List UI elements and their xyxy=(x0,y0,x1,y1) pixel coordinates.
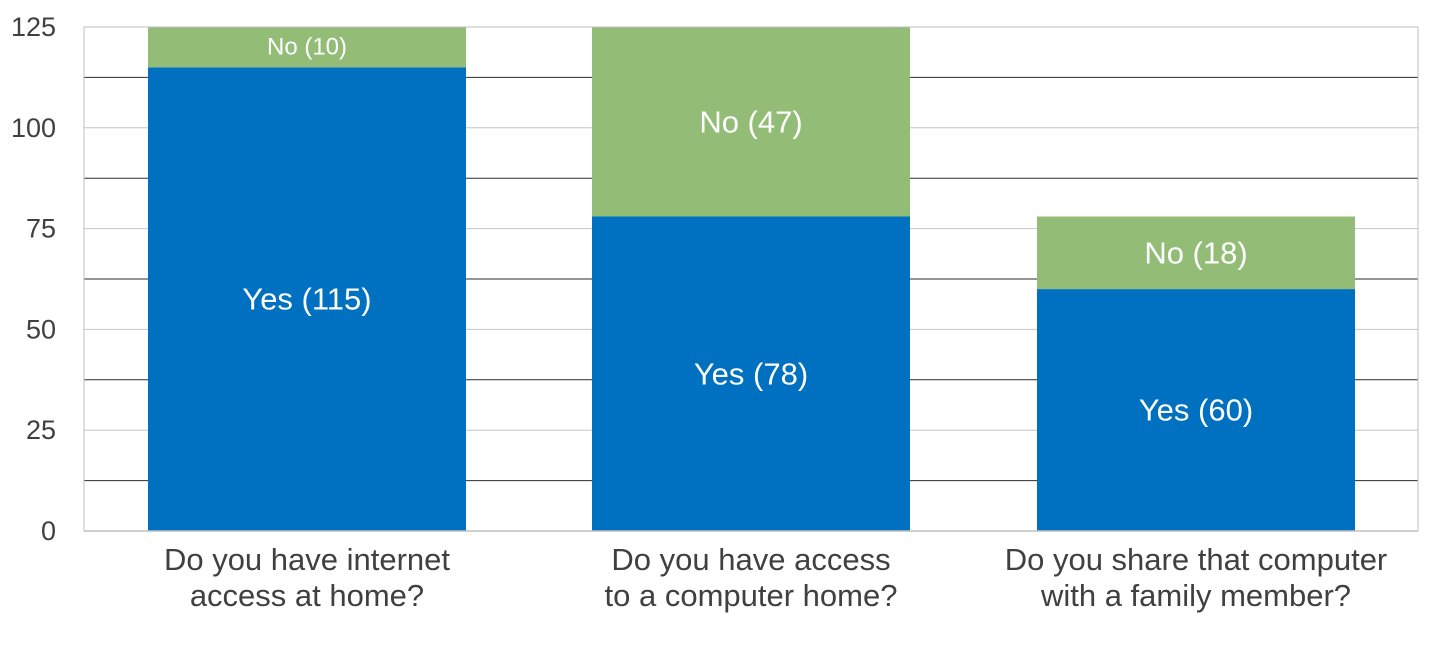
x-category-label: Do you share that computer with a family … xyxy=(1005,542,1388,613)
data-label-yes: Yes (78) xyxy=(694,356,808,391)
data-label-no: No (18) xyxy=(1144,235,1247,270)
bar-segment-yes xyxy=(592,216,910,531)
bar-segment-yes xyxy=(148,67,466,531)
y-tick-label: 0 xyxy=(41,516,56,546)
data-label-yes: Yes (115) xyxy=(242,282,371,317)
data-label-yes: Yes (60) xyxy=(1139,393,1253,428)
x-category-label: Do you have access to a computer home? xyxy=(605,542,898,613)
bars: Yes (115) No (10) Yes (78) No (47) Yes (60) N… xyxy=(148,27,1355,531)
y-tick-label: 125 xyxy=(11,12,56,42)
x-category-label: Do you have internet access at home? xyxy=(164,542,450,613)
y-tick-label: 100 xyxy=(11,113,56,143)
bar-segment-yes xyxy=(1037,289,1355,531)
bar-segment-no xyxy=(1037,216,1355,290)
bar-segment-no xyxy=(148,27,466,68)
y-axis-ticks: 0 25 50 75 100 125 xyxy=(11,12,56,546)
plot-frame xyxy=(83,26,1419,532)
y-tick-label: 75 xyxy=(26,214,56,244)
x-axis-categories: Do you have internet access at home? Do yo… xyxy=(164,542,1387,613)
bar-segment-no xyxy=(592,27,910,217)
data-label-no: No (47) xyxy=(699,104,802,139)
y-tick-label: 50 xyxy=(26,314,56,344)
y-tick-label: 25 xyxy=(26,415,56,445)
data-label-no: No (10) xyxy=(267,34,347,61)
